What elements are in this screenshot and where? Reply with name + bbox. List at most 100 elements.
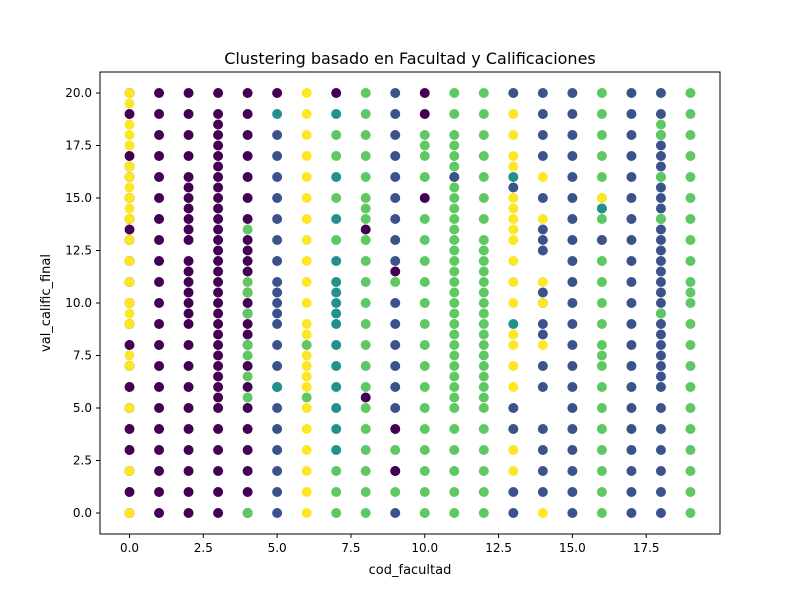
data-point-cluster-1: [626, 193, 637, 203]
data-point-cluster-3: [596, 214, 607, 224]
data-point-cluster-1: [655, 329, 666, 340]
data-point-cluster-0: [213, 235, 224, 245]
data-point-cluster-3: [478, 193, 489, 203]
data-point-cluster-1: [626, 508, 637, 518]
data-point-cluster-3: [419, 130, 430, 140]
data-point-cluster-2: [331, 277, 342, 287]
data-point-cluster-3: [478, 424, 489, 434]
data-point-cluster-3: [478, 298, 489, 308]
data-point-cluster-3: [360, 235, 371, 245]
data-point-cluster-3: [449, 245, 460, 256]
data-point-cluster-2: [331, 172, 342, 182]
y-axis-title: val_calific_final: [39, 254, 54, 352]
data-point-cluster-0: [183, 308, 194, 319]
data-point-cluster-0: [183, 130, 194, 140]
data-point-cluster-3: [449, 214, 460, 224]
data-point-cluster-4: [301, 361, 312, 371]
data-point-cluster-0: [154, 88, 165, 98]
data-point-cluster-3: [419, 487, 430, 497]
data-point-cluster-3: [685, 487, 696, 497]
data-point-cluster-1: [655, 287, 666, 298]
data-point-cluster-3: [360, 445, 371, 455]
data-point-cluster-3: [331, 508, 342, 518]
data-point-cluster-0: [183, 151, 194, 161]
data-point-cluster-0: [419, 88, 430, 98]
data-point-cluster-3: [478, 245, 489, 256]
data-point-cluster-1: [272, 130, 283, 140]
data-point-cluster-3: [449, 382, 460, 392]
data-point-cluster-4: [537, 277, 548, 287]
data-point-cluster-1: [567, 193, 578, 203]
data-point-cluster-0: [213, 214, 224, 224]
data-point-cluster-3: [419, 340, 430, 350]
data-point-cluster-0: [213, 371, 224, 382]
data-point-cluster-1: [390, 130, 401, 140]
data-point-cluster-3: [478, 88, 489, 98]
data-point-cluster-3: [449, 266, 460, 277]
data-point-cluster-1: [390, 340, 401, 350]
data-point-cluster-0: [242, 466, 253, 476]
data-point-cluster-3: [478, 256, 489, 266]
data-point-cluster-1: [537, 88, 548, 98]
data-point-cluster-0: [242, 329, 253, 340]
data-point-cluster-3: [478, 329, 489, 340]
y-tick-label: 20.0: [65, 86, 92, 100]
data-point-cluster-0: [390, 266, 401, 277]
data-point-cluster-3: [449, 287, 460, 298]
data-point-cluster-3: [449, 445, 460, 455]
data-point-cluster-1: [626, 256, 637, 266]
data-point-cluster-1: [537, 424, 548, 434]
data-point-cluster-1: [626, 151, 637, 161]
data-point-cluster-1: [537, 130, 548, 140]
data-point-cluster-3: [449, 256, 460, 266]
data-point-cluster-0: [183, 256, 194, 266]
data-point-cluster-1: [655, 371, 666, 382]
data-point-cluster-0: [213, 382, 224, 392]
data-point-cluster-3: [242, 287, 253, 298]
data-point-cluster-3: [478, 340, 489, 350]
data-point-cluster-1: [626, 382, 637, 392]
x-tick-label: 0.0: [120, 541, 139, 555]
data-point-cluster-1: [655, 203, 666, 214]
data-point-cluster-1: [272, 508, 283, 518]
data-point-cluster-0: [183, 214, 194, 224]
data-point-cluster-0: [213, 466, 224, 476]
data-point-cluster-0: [213, 256, 224, 266]
data-point-cluster-1: [537, 235, 548, 245]
data-point-cluster-1: [655, 319, 666, 329]
data-point-cluster-1: [272, 308, 283, 319]
data-point-cluster-0: [242, 382, 253, 392]
data-point-cluster-0: [124, 382, 135, 392]
data-point-cluster-1: [596, 235, 607, 245]
data-point-cluster-0: [213, 140, 224, 151]
x-tick-label: 2.5: [194, 541, 213, 555]
data-point-cluster-0: [154, 487, 165, 497]
data-point-cluster-1: [567, 277, 578, 287]
data-point-cluster-1: [390, 88, 401, 98]
data-point-cluster-3: [596, 424, 607, 434]
data-point-cluster-1: [626, 340, 637, 350]
data-point-cluster-4: [301, 319, 312, 329]
data-point-cluster-0: [154, 319, 165, 329]
data-point-cluster-0: [183, 445, 194, 455]
data-point-cluster-4: [301, 403, 312, 413]
data-point-cluster-1: [626, 88, 637, 98]
data-point-cluster-3: [478, 235, 489, 245]
data-point-cluster-4: [508, 161, 519, 172]
data-point-cluster-1: [567, 151, 578, 161]
data-point-cluster-3: [419, 361, 430, 371]
data-point-cluster-3: [478, 214, 489, 224]
data-point-cluster-3: [331, 466, 342, 476]
x-tick-label: 7.5: [341, 541, 360, 555]
data-point-cluster-4: [301, 109, 312, 119]
data-point-cluster-0: [183, 182, 194, 193]
data-point-cluster-4: [508, 382, 519, 392]
data-point-cluster-0: [183, 277, 194, 287]
data-point-cluster-3: [596, 340, 607, 350]
data-point-cluster-1: [272, 487, 283, 497]
data-point-cluster-3: [478, 361, 489, 371]
data-point-cluster-4: [124, 235, 135, 245]
data-point-cluster-0: [183, 319, 194, 329]
x-tick-label: 10.0: [411, 541, 438, 555]
